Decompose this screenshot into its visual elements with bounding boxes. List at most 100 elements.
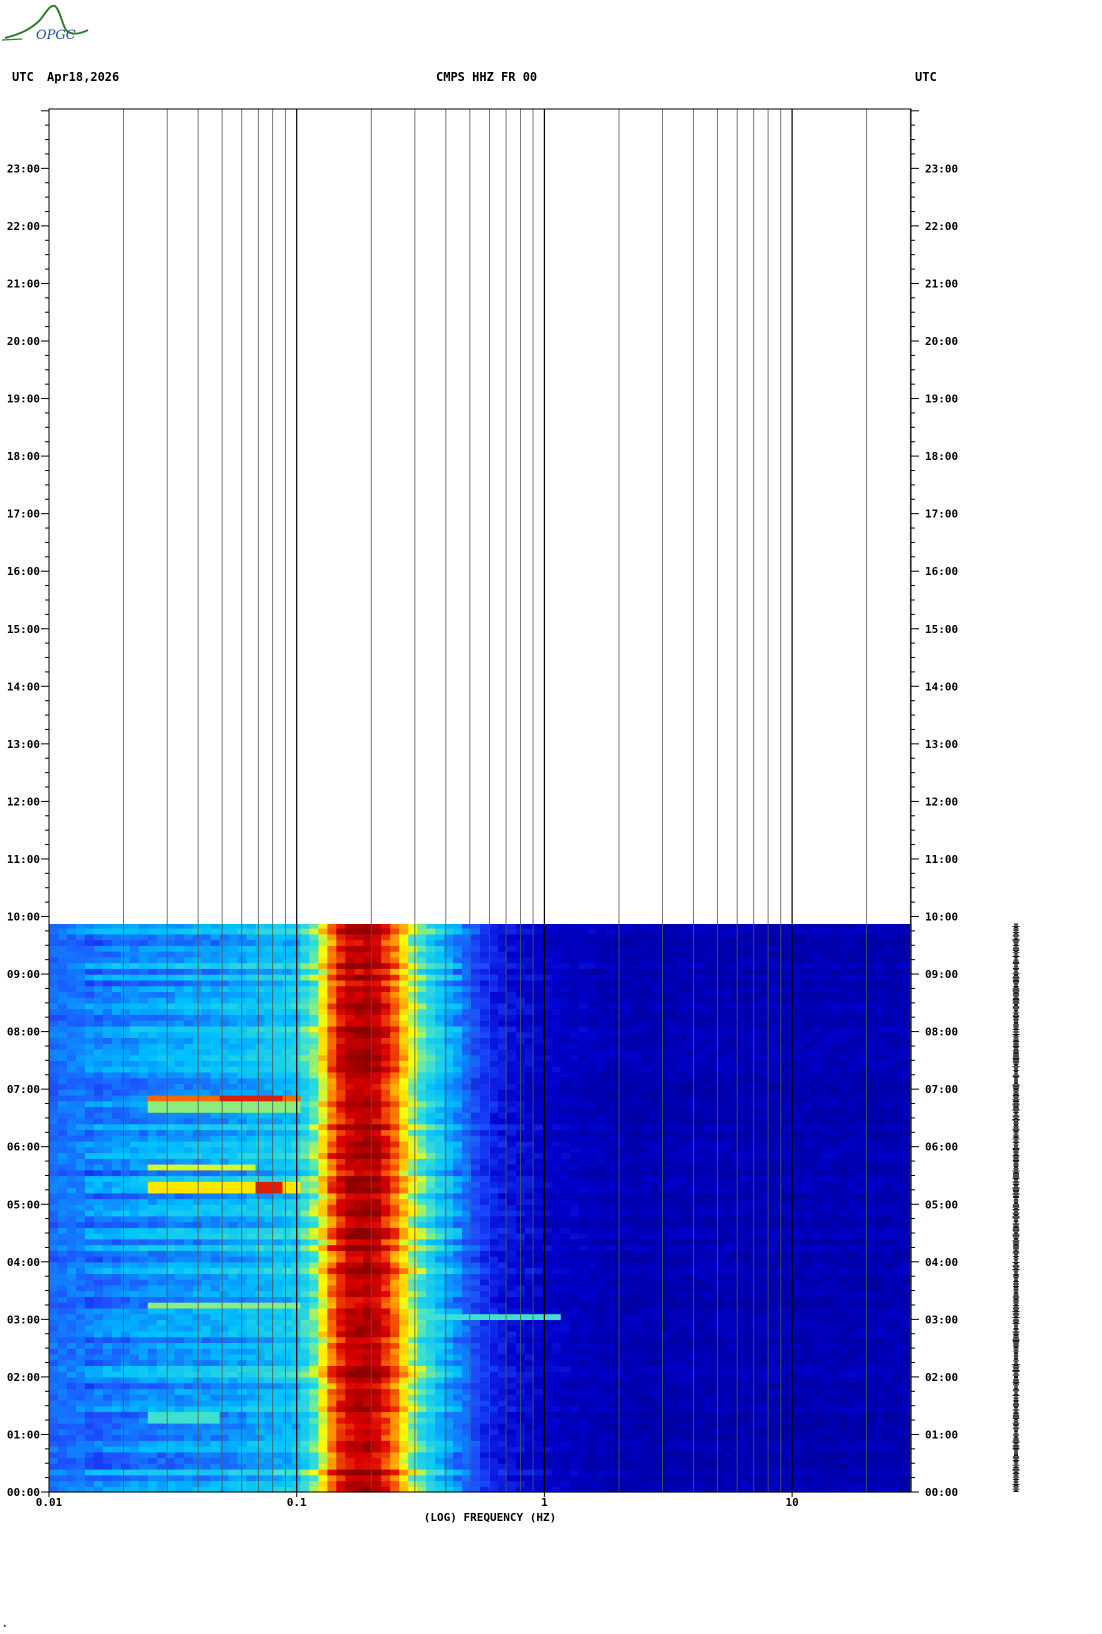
heatmap-cell <box>147 1365 158 1372</box>
heatmap-cell <box>102 1434 113 1441</box>
heatmap-cell <box>273 1325 284 1332</box>
heatmap-cell <box>875 1417 885 1424</box>
heatmap-cell <box>830 1446 840 1453</box>
heatmap-cell <box>821 1261 831 1269</box>
heatmap-cell <box>623 1198 634 1205</box>
heatmap-cell <box>120 1371 131 1378</box>
heatmap-cell <box>471 1198 481 1205</box>
heatmap-cell <box>677 1290 688 1297</box>
heatmap-cell <box>498 1359 508 1366</box>
heatmap-cell <box>84 1434 95 1441</box>
heatmap-cell <box>408 1336 418 1343</box>
heatmap-cell <box>542 1273 553 1280</box>
heatmap-cell <box>875 1371 885 1378</box>
heatmap-cell <box>390 1463 400 1470</box>
heatmap-cell <box>102 1256 113 1263</box>
heatmap-cell <box>219 1342 230 1349</box>
heatmap-cell <box>767 1399 777 1407</box>
heatmap-cell <box>192 1233 203 1240</box>
heatmap-cell <box>102 1284 113 1292</box>
heatmap-cell <box>327 1267 337 1274</box>
heatmap-cell <box>156 1440 167 1447</box>
heatmap-cell <box>390 1359 400 1366</box>
heatmap-cell <box>650 1480 661 1487</box>
heatmap-cell <box>246 1451 257 1459</box>
heatmap-cell <box>785 1371 795 1378</box>
heatmap-cell <box>102 1215 113 1223</box>
heatmap-cell <box>426 1457 436 1464</box>
heatmap-cell <box>372 1428 382 1436</box>
heatmap-cell <box>668 1463 679 1470</box>
heatmap-cell <box>192 1250 203 1257</box>
heatmap-cell <box>255 1376 266 1384</box>
heatmap-cell <box>228 1279 239 1286</box>
heatmap-cell <box>902 1221 912 1228</box>
heatmap-cell <box>147 1457 158 1464</box>
heatmap-cell <box>722 1446 732 1453</box>
heatmap-cell <box>372 1319 382 1326</box>
heatmap-cell <box>749 1302 759 1309</box>
heatmap-cell <box>67 1279 77 1286</box>
heatmap-cell <box>426 1376 436 1384</box>
heatmap-cell <box>111 1422 122 1430</box>
heatmap-cell <box>363 1388 373 1395</box>
heatmap-cell <box>210 1215 221 1223</box>
heatmap-cell <box>596 1434 607 1441</box>
heatmap-cell <box>848 1325 858 1332</box>
heatmap-cell <box>345 1405 355 1413</box>
heatmap-cell <box>417 1451 427 1459</box>
heatmap-cell <box>426 1330 436 1338</box>
heatmap-cell <box>192 1227 203 1234</box>
heatmap-cell <box>210 1233 221 1240</box>
heatmap-cell <box>327 1480 337 1487</box>
heatmap-cell <box>399 1273 409 1280</box>
heatmap-cell <box>650 1342 661 1349</box>
heatmap-cell <box>875 1221 885 1228</box>
heatmap-cell <box>866 1302 876 1309</box>
heatmap-cell <box>686 1446 697 1453</box>
heatmap-cell <box>821 1434 831 1441</box>
heatmap-cell <box>49 1319 59 1326</box>
heatmap-cell <box>417 1359 427 1366</box>
heatmap-cell <box>596 1382 607 1390</box>
heatmap-cell <box>794 1353 804 1361</box>
heatmap-cell <box>84 1233 95 1240</box>
heatmap-cell <box>67 1221 77 1228</box>
heatmap-cell <box>785 1382 795 1390</box>
heatmap-cell <box>480 1233 490 1240</box>
heatmap-cell <box>354 1256 364 1263</box>
heatmap-cell <box>551 1469 562 1476</box>
heatmap-cell <box>102 1233 113 1240</box>
heatmap-cell <box>201 1359 212 1366</box>
heatmap-cell <box>192 1405 203 1413</box>
heatmap-cell <box>740 1376 750 1384</box>
heatmap-cell <box>210 1210 221 1217</box>
heatmap-cell <box>551 1417 562 1424</box>
heatmap-cell <box>623 1428 634 1436</box>
heatmap-cell <box>102 1279 113 1286</box>
heatmap-cell <box>668 1313 679 1320</box>
heatmap-cell <box>129 1221 140 1228</box>
heatmap-cell <box>390 1290 400 1297</box>
heatmap-cell <box>246 1261 257 1269</box>
heatmap-cell <box>489 1330 499 1338</box>
heatmap-cell <box>120 1480 131 1487</box>
heatmap-cell <box>345 1290 355 1297</box>
heatmap-cell <box>363 1227 373 1234</box>
heatmap-cell <box>650 1428 661 1436</box>
heatmap-cell <box>614 1261 625 1269</box>
heatmap-cell <box>785 1434 795 1441</box>
heatmap-cell <box>444 1463 454 1470</box>
heatmap-cell <box>605 1192 616 1200</box>
heatmap-cell <box>749 1221 759 1228</box>
heatmap-cell <box>722 1267 732 1274</box>
heatmap-cell <box>875 1411 885 1418</box>
heatmap-cell <box>506 1365 517 1372</box>
heatmap-cell <box>605 1399 616 1407</box>
heatmap-cell <box>623 1451 634 1459</box>
heatmap-cell <box>192 1198 203 1205</box>
heatmap-cell <box>67 1359 77 1366</box>
heatmap-cell <box>596 1313 607 1320</box>
heatmap-cell <box>58 1267 68 1274</box>
heatmap-cell <box>462 1233 472 1240</box>
